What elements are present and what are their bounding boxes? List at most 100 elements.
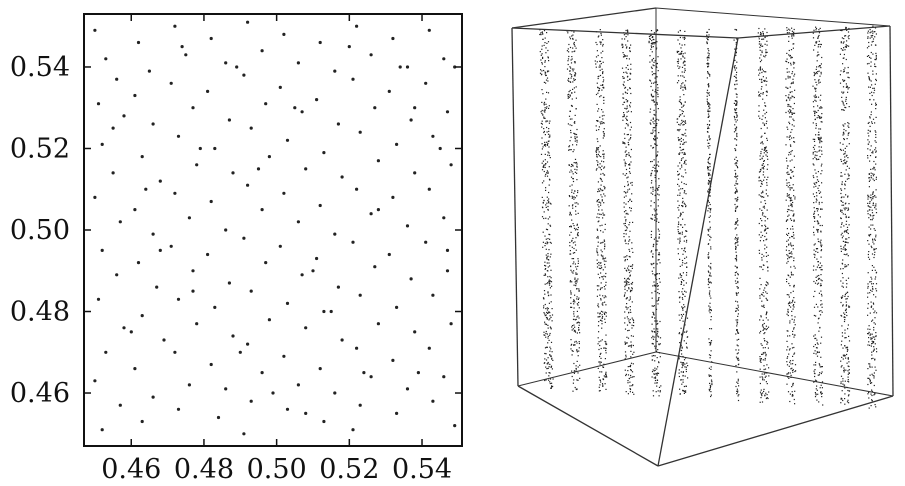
point <box>844 49 846 51</box>
point <box>870 306 872 308</box>
point <box>575 368 577 370</box>
point <box>874 140 876 142</box>
point <box>792 78 794 80</box>
point <box>547 223 549 225</box>
point <box>574 277 576 279</box>
point <box>813 253 815 255</box>
point <box>843 91 845 93</box>
point <box>650 48 652 50</box>
point <box>654 367 656 369</box>
point <box>650 30 653 32</box>
point <box>626 107 628 109</box>
point <box>791 124 793 126</box>
point <box>875 131 877 133</box>
point <box>813 212 815 214</box>
point <box>789 322 791 324</box>
point <box>868 45 870 47</box>
point <box>549 332 551 335</box>
point <box>734 28 736 31</box>
point <box>629 198 631 200</box>
point <box>601 317 603 319</box>
point <box>605 388 607 390</box>
point <box>868 397 870 399</box>
point <box>651 355 653 357</box>
point <box>875 54 877 57</box>
point <box>791 367 793 369</box>
point <box>658 119 660 121</box>
point <box>541 73 543 75</box>
point <box>767 397 769 400</box>
point <box>708 265 710 267</box>
point <box>574 301 576 303</box>
point <box>818 128 820 130</box>
point <box>867 253 869 256</box>
point <box>595 93 598 96</box>
point <box>815 27 818 30</box>
point <box>651 330 653 332</box>
point <box>848 394 850 396</box>
point <box>820 63 822 65</box>
point <box>544 42 546 44</box>
point <box>605 352 607 354</box>
point <box>596 155 598 157</box>
point <box>787 173 789 175</box>
point <box>762 155 764 157</box>
point <box>842 163 844 165</box>
point <box>708 34 710 36</box>
point <box>873 341 875 343</box>
point <box>814 337 816 340</box>
point <box>843 207 845 209</box>
point <box>874 207 876 209</box>
scatter-point <box>282 191 286 195</box>
point <box>812 101 814 103</box>
point <box>550 328 552 330</box>
point <box>759 49 761 51</box>
point <box>626 297 628 299</box>
point <box>543 128 545 130</box>
point <box>762 70 764 72</box>
point <box>847 380 849 382</box>
point <box>706 37 708 39</box>
point <box>840 192 842 195</box>
cube-front-edges <box>511 7 894 467</box>
point <box>623 281 626 283</box>
point <box>790 64 792 66</box>
point <box>874 63 876 65</box>
point <box>848 372 850 374</box>
point <box>788 282 790 285</box>
point <box>623 159 625 161</box>
point <box>656 137 658 139</box>
point <box>735 149 737 151</box>
point <box>737 306 739 308</box>
point <box>545 74 547 77</box>
point <box>757 32 759 34</box>
point <box>819 128 822 130</box>
point <box>760 218 762 220</box>
point <box>629 239 631 241</box>
point <box>684 52 686 54</box>
point <box>709 211 711 213</box>
point <box>651 342 654 345</box>
point <box>793 166 795 168</box>
point <box>870 35 872 37</box>
point <box>813 244 815 246</box>
point <box>550 242 552 244</box>
point <box>685 368 687 370</box>
point <box>605 260 607 262</box>
point <box>793 328 795 330</box>
point <box>848 335 850 337</box>
point <box>548 198 550 200</box>
point <box>574 158 577 160</box>
scatter-point <box>133 208 137 212</box>
point <box>654 167 656 169</box>
point <box>657 254 660 256</box>
point <box>736 325 738 327</box>
point <box>786 373 788 375</box>
point <box>678 314 680 316</box>
point <box>848 45 850 47</box>
point <box>735 221 737 223</box>
point <box>708 374 710 376</box>
point <box>874 366 876 368</box>
point <box>709 215 711 217</box>
point <box>734 210 737 212</box>
